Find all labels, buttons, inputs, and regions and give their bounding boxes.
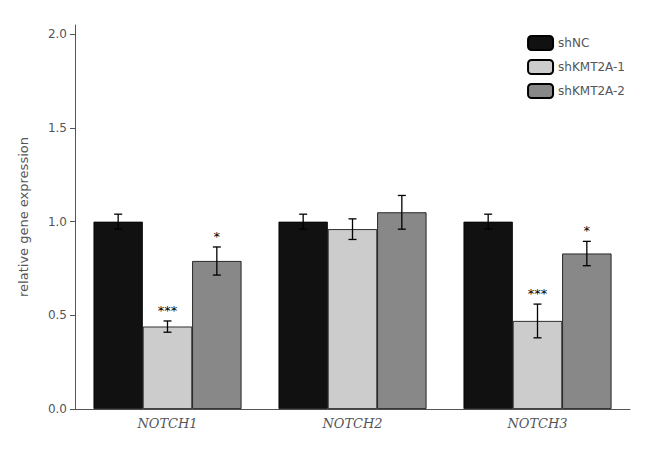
svg-text:NOTCH1: NOTCH1 xyxy=(136,416,197,431)
svg-text:***: *** xyxy=(528,286,548,301)
svg-text:*: * xyxy=(584,223,591,238)
svg-text:shKMT2A-1: shKMT2A-1 xyxy=(558,60,625,74)
svg-text:NOTCH2: NOTCH2 xyxy=(321,416,382,431)
svg-text:NOTCH3: NOTCH3 xyxy=(506,416,567,431)
svg-text:shKMT2A-2: shKMT2A-2 xyxy=(558,84,625,98)
svg-text:shNC: shNC xyxy=(558,36,589,50)
svg-text:*: * xyxy=(214,229,221,244)
svg-text:relative gene expression: relative gene expression xyxy=(16,137,31,297)
svg-text:1.0: 1.0 xyxy=(48,215,67,229)
svg-text:1.5: 1.5 xyxy=(48,121,67,135)
svg-text:2.0: 2.0 xyxy=(48,27,67,41)
svg-text:0.5: 0.5 xyxy=(48,308,67,322)
svg-text:***: *** xyxy=(158,303,178,318)
svg-text:0.0: 0.0 xyxy=(48,402,67,416)
